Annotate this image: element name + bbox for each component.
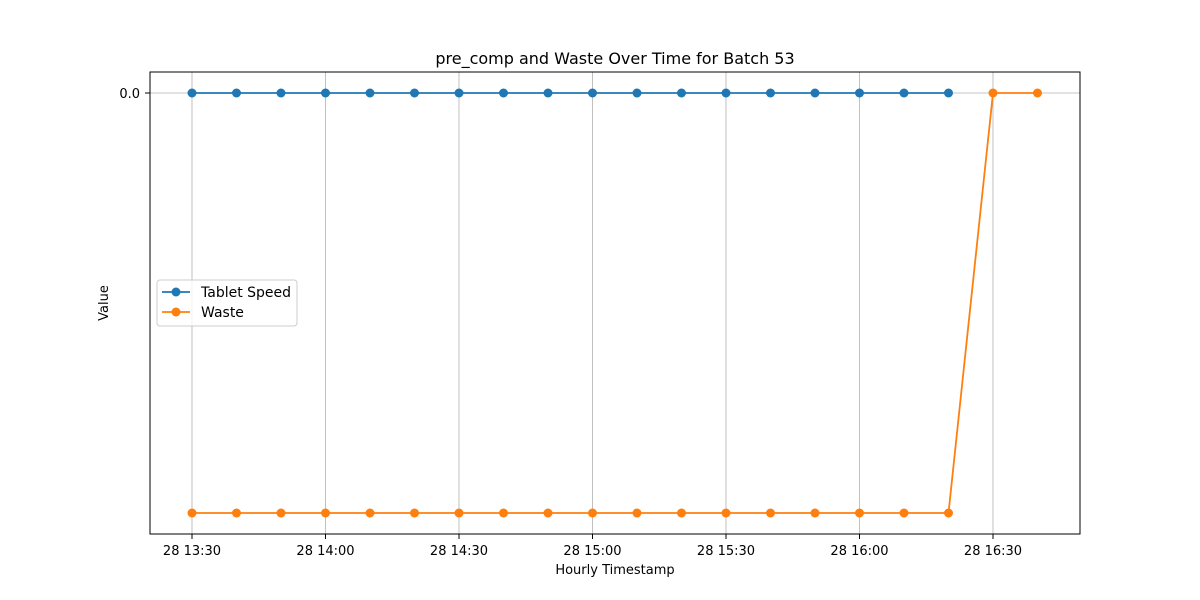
legend-label-waste: Waste — [201, 305, 244, 321]
data-point-tablet-speed — [499, 88, 508, 98]
data-point-waste — [410, 508, 419, 518]
data-point-waste — [810, 508, 820, 518]
data-point-waste — [588, 508, 597, 518]
data-point-waste — [677, 508, 686, 518]
data-point-waste — [276, 508, 286, 518]
x-tick-label: 28 15:00 — [563, 544, 621, 559]
data-point-tablet-speed — [899, 88, 909, 98]
legend-box — [156, 279, 298, 327]
data-point-tablet-speed — [365, 88, 375, 98]
data-point-waste — [899, 508, 909, 518]
legend-marker-waste — [171, 307, 181, 317]
data-point-tablet-speed — [454, 88, 464, 98]
data-point-waste — [721, 508, 731, 518]
x-axis-label: Hourly Timestamp — [555, 563, 674, 578]
x-tick-label: 28 14:30 — [430, 544, 488, 559]
data-point-waste — [321, 508, 330, 518]
chart-title: pre_comp and Waste Over Time for Batch 5… — [435, 49, 794, 69]
legend: Tablet Speed Waste — [156, 279, 298, 327]
data-point-tablet-speed — [944, 88, 953, 98]
data-point-waste — [1033, 88, 1042, 98]
data-point-tablet-speed — [543, 88, 553, 98]
data-point-waste — [988, 88, 998, 98]
plot-frame — [149, 71, 1081, 535]
x-tick-label: 28 13:30 — [163, 544, 221, 559]
data-point-tablet-speed — [276, 88, 286, 98]
data-point-tablet-speed — [321, 88, 330, 98]
data-point-waste — [499, 508, 508, 518]
data-point-tablet-speed — [410, 88, 419, 98]
x-tick-label: 28 16:00 — [830, 544, 888, 559]
legend-label-tablet-speed: Tablet Speed — [200, 285, 291, 301]
data-point-tablet-speed — [588, 88, 597, 98]
data-point-waste — [543, 508, 553, 518]
x-tick-label: 28 14:00 — [296, 544, 354, 559]
y-axis-label: Value — [97, 285, 112, 321]
data-point-waste — [232, 508, 241, 518]
series-line-waste — [192, 92, 1038, 514]
data-point-tablet-speed — [766, 88, 775, 98]
data-point-tablet-speed — [810, 88, 820, 98]
data-point-waste — [944, 508, 953, 518]
data-point-tablet-speed — [855, 88, 864, 98]
data-point-waste — [855, 508, 864, 518]
y-tick-label: 0.0 — [119, 87, 140, 102]
x-axis: 28 13:30 28 14:00 28 14:30 28 15:00 28 15:30… — [163, 534, 1022, 559]
data-point-tablet-speed — [232, 88, 241, 98]
plot-area — [150, 72, 1080, 534]
data-point-waste — [454, 508, 464, 518]
data-point-tablet-speed — [721, 88, 731, 98]
data-point-tablet-speed — [632, 88, 642, 98]
data-point-waste — [632, 508, 642, 518]
data-point-tablet-speed — [677, 88, 686, 98]
data-point-tablet-speed — [187, 88, 197, 98]
data-point-waste — [766, 508, 775, 518]
legend-marker-tablet-speed — [171, 287, 181, 297]
x-tick-label: 28 16:30 — [964, 544, 1022, 559]
series-group — [187, 88, 1042, 518]
data-point-waste — [365, 508, 375, 518]
x-tick-label: 28 15:30 — [697, 544, 755, 559]
data-point-waste — [187, 508, 197, 518]
y-axis: 0.0 — [119, 87, 150, 102]
